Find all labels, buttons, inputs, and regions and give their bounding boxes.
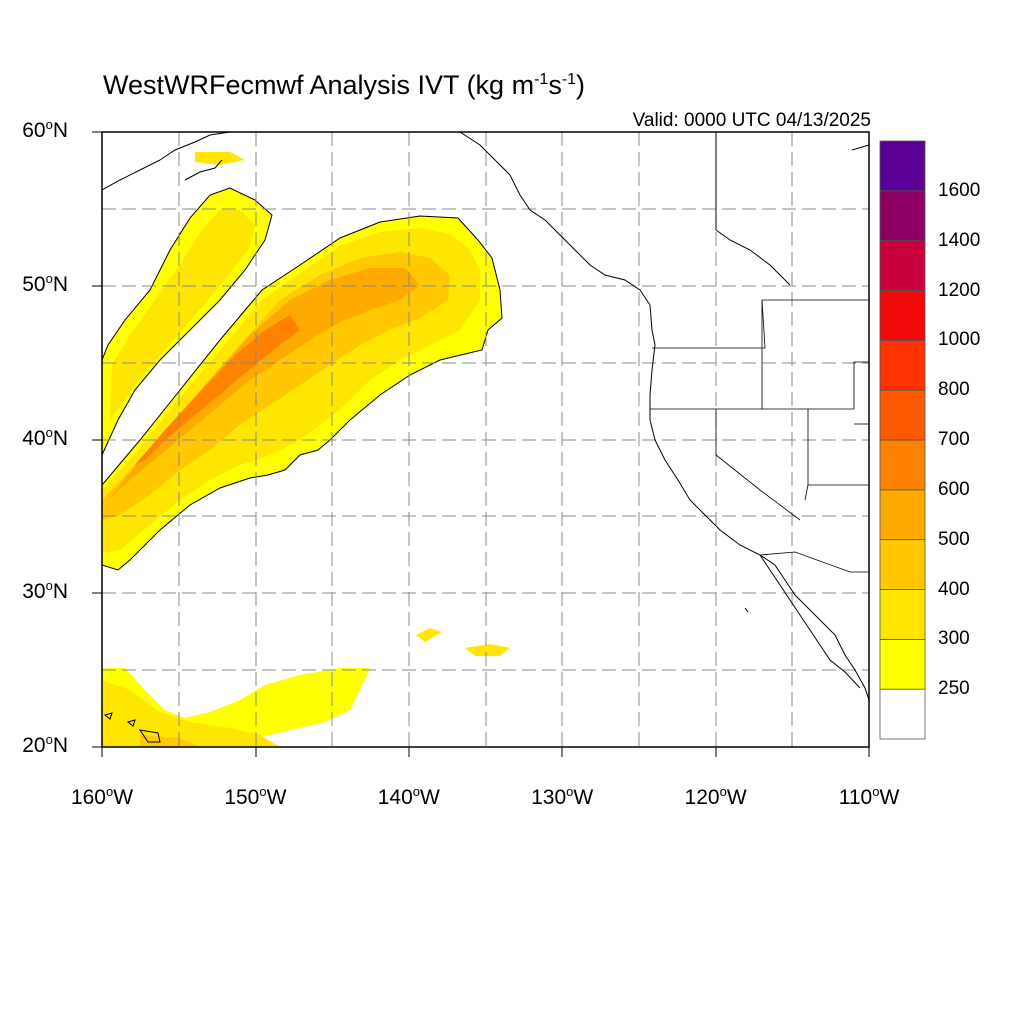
lon-label-120: 120oW bbox=[684, 784, 747, 809]
lat-label-20: 20oN bbox=[22, 732, 68, 757]
ivt-plume-main bbox=[102, 215, 503, 571]
colorbar-label-250: 250 bbox=[938, 678, 970, 700]
colorbar-box-1 bbox=[879, 638, 926, 690]
lat-label-30: 30oN bbox=[22, 578, 68, 604]
colorbar-label-800: 800 bbox=[938, 379, 970, 401]
colorbar-box-4 bbox=[879, 489, 926, 541]
islands bbox=[103, 607, 749, 743]
colorbar-label-1000: 1000 bbox=[938, 329, 981, 351]
colorbar-box-0 bbox=[879, 688, 926, 740]
colorbar-label-700: 700 bbox=[938, 429, 970, 450]
colorbar-label-1600: 1600 bbox=[938, 179, 981, 201]
lon-label-160: 160oW bbox=[70, 784, 134, 809]
colorbar-label-600: 600 bbox=[938, 478, 970, 500]
gridlines bbox=[102, 132, 869, 747]
lon-label-130: 130oW bbox=[531, 784, 594, 809]
lat-label-50: 50oN bbox=[22, 270, 68, 296]
colorbar-box-5 bbox=[879, 439, 926, 491]
valid-time-label: Valid: 0000 UTC 04/13/2025 bbox=[632, 110, 871, 131]
colorbar-box-2 bbox=[879, 589, 926, 640]
colorbar bbox=[879, 140, 926, 740]
colorbar-box-10 bbox=[879, 190, 926, 242]
colorbar-box-9 bbox=[879, 240, 926, 291]
lat-label-40: 40oN bbox=[22, 424, 68, 450]
colorbar-label-300: 300 bbox=[938, 628, 970, 650]
colorbar-label-1400: 1400 bbox=[938, 229, 981, 251]
state-borders bbox=[650, 299, 869, 573]
ivt-plume-north bbox=[102, 187, 273, 456]
coastlines bbox=[102, 132, 869, 701]
lon-label-150: 150oW bbox=[224, 784, 287, 809]
map-title: WestWRFecmwf Analysis IVT (kg m-1s-1) bbox=[103, 70, 586, 100]
colorbar-box-11 bbox=[879, 140, 926, 192]
lat-label-60: 60oN bbox=[22, 117, 68, 142]
ivt-patch-alaska bbox=[195, 152, 245, 165]
lon-label-110: 110oW bbox=[838, 784, 900, 809]
colorbar-label-400: 400 bbox=[938, 578, 970, 600]
colorbar-box-3 bbox=[879, 539, 926, 590]
colorbar-label-1200: 1200 bbox=[938, 279, 981, 301]
axis-ticks bbox=[92, 131, 870, 757]
colorbar-box-8 bbox=[879, 290, 926, 341]
colorbar-box-7 bbox=[879, 339, 926, 391]
lon-label-140: 140oW bbox=[377, 784, 440, 809]
ivt-patch-south bbox=[102, 628, 510, 747]
colorbar-box-6 bbox=[879, 389, 926, 441]
colorbar-label-500: 500 bbox=[938, 528, 970, 550]
